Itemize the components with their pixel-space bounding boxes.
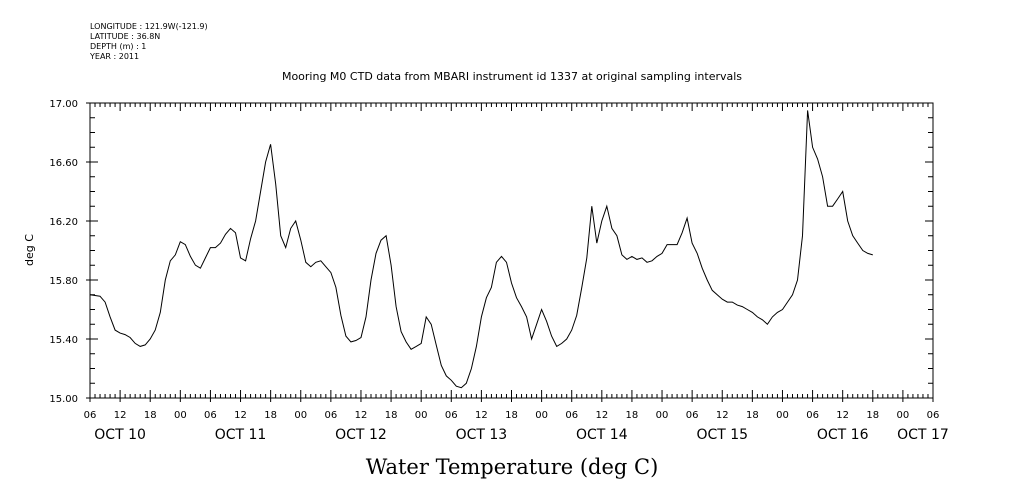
latitude-label: LATITUDE : 36.8N bbox=[90, 32, 161, 41]
axis-ticks bbox=[86, 102, 934, 402]
day-label: OCT 11 bbox=[215, 427, 267, 443]
day-labels: OCT 10 OCT 11 OCT 12 OCT 13 OCT 14 OCT 15 OCT … bbox=[94, 427, 948, 443]
x-tick-label: 06 bbox=[204, 410, 217, 421]
depth-label: DEPTH (m) : 1 bbox=[90, 42, 147, 51]
y-axis-label: deg C bbox=[23, 234, 36, 266]
x-tick-label: 12 bbox=[475, 410, 488, 421]
x-tick-label: 06 bbox=[686, 410, 699, 421]
y-tick-label: 16.60 bbox=[49, 158, 78, 169]
x-tick-label: 12 bbox=[595, 410, 608, 421]
y-tick-label: 15.00 bbox=[49, 394, 78, 405]
day-label: OCT 13 bbox=[456, 427, 508, 443]
year-label: YEAR : 2011 bbox=[90, 52, 140, 61]
x-tick-label: 18 bbox=[144, 410, 157, 421]
y-tick-label: 15.80 bbox=[49, 276, 78, 287]
x-tick-label: 00 bbox=[294, 410, 307, 421]
x-tick-label: 18 bbox=[385, 410, 398, 421]
y-tick-labels: 15.00 15.40 15.80 16.20 16.60 17.00 bbox=[49, 99, 78, 405]
x-tick-label: 18 bbox=[746, 410, 759, 421]
x-tick-label: 12 bbox=[836, 410, 849, 421]
x-tick-label: 06 bbox=[565, 410, 578, 421]
x-tick-label: 12 bbox=[355, 410, 368, 421]
day-label: OCT 17 bbox=[897, 427, 949, 443]
x-tick-label: 18 bbox=[866, 410, 879, 421]
x-tick-label: 00 bbox=[776, 410, 789, 421]
day-label: OCT 14 bbox=[576, 427, 628, 443]
x-tick-label: 06 bbox=[806, 410, 819, 421]
x-tick-label: 00 bbox=[174, 410, 187, 421]
x-tick-label: 06 bbox=[84, 410, 97, 421]
day-label: OCT 12 bbox=[335, 427, 387, 443]
x-tick-label: 18 bbox=[264, 410, 277, 421]
chart-title: Mooring M0 CTD data from MBARI instrumen… bbox=[282, 70, 742, 83]
x-tick-label: 18 bbox=[626, 410, 639, 421]
day-label: OCT 10 bbox=[94, 427, 146, 443]
x-axis-label: Water Temperature (deg C) bbox=[366, 455, 659, 479]
y-tick-label: 17.00 bbox=[49, 99, 78, 110]
x-tick-label: 06 bbox=[445, 410, 458, 421]
y-tick-label: 16.20 bbox=[49, 217, 78, 228]
x-tick-label: 00 bbox=[897, 410, 910, 421]
temperature-series-line bbox=[89, 110, 873, 389]
x-tick-labels: 06 12 18 00 06 12 18 00 06 12 18 00 06 12 18 00 06 12 18 00… bbox=[84, 410, 940, 421]
x-tick-label: 12 bbox=[114, 410, 127, 421]
x-tick-label: 06 bbox=[927, 410, 940, 421]
x-tick-label: 12 bbox=[716, 410, 729, 421]
dataset-metadata: LONGITUDE : 121.9W(-121.9) LATITUDE : 36… bbox=[90, 22, 208, 62]
y-tick-label: 15.40 bbox=[49, 335, 78, 346]
day-label: OCT 16 bbox=[817, 427, 869, 443]
x-tick-label: 06 bbox=[324, 410, 337, 421]
x-tick-label: 00 bbox=[535, 410, 548, 421]
x-tick-label: 18 bbox=[505, 410, 518, 421]
longitude-label: LONGITUDE : 121.9W(-121.9) bbox=[90, 22, 208, 31]
x-tick-label: 12 bbox=[234, 410, 247, 421]
day-label: OCT 15 bbox=[696, 427, 748, 443]
x-tick-label: 00 bbox=[415, 410, 428, 421]
x-tick-label: 00 bbox=[656, 410, 669, 421]
